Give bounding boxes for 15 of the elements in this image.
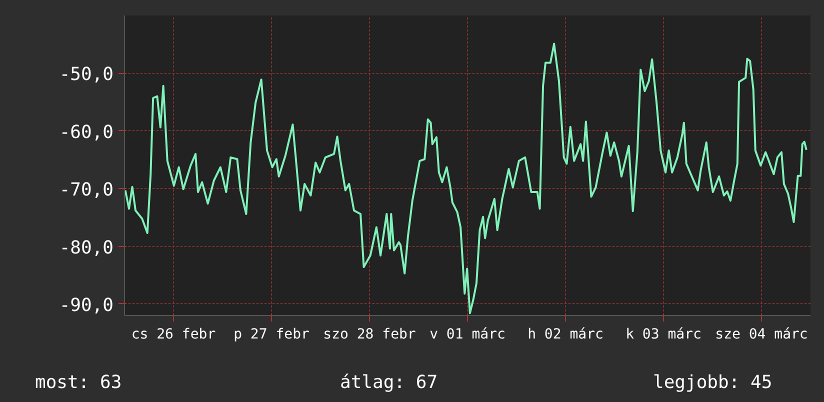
y-tick-label: -80,0 — [59, 237, 114, 258]
x-tick-label: v 01 márc — [430, 326, 506, 342]
x-tick-label: cs 26 febr — [131, 326, 216, 342]
x-tick-label: szo 28 febr — [323, 326, 416, 342]
text: legjobb: 45 — [653, 371, 772, 395]
y-tick-label: -70,0 — [59, 180, 114, 201]
x-tick-label: h 02 márc — [528, 326, 604, 342]
x-tick-label: sze 04 márc — [715, 326, 808, 342]
y-tick-label: -50,0 — [59, 64, 114, 86]
y-tick-label: -60,0 — [59, 122, 114, 143]
text: most: 63 — [35, 371, 122, 395]
x-tick-label: p 27 febr — [234, 326, 310, 342]
y-tick-label: -90,0 — [59, 294, 114, 316]
x-tick-label: k 03 márc — [626, 326, 702, 342]
text: átlag: 67 — [340, 371, 438, 395]
